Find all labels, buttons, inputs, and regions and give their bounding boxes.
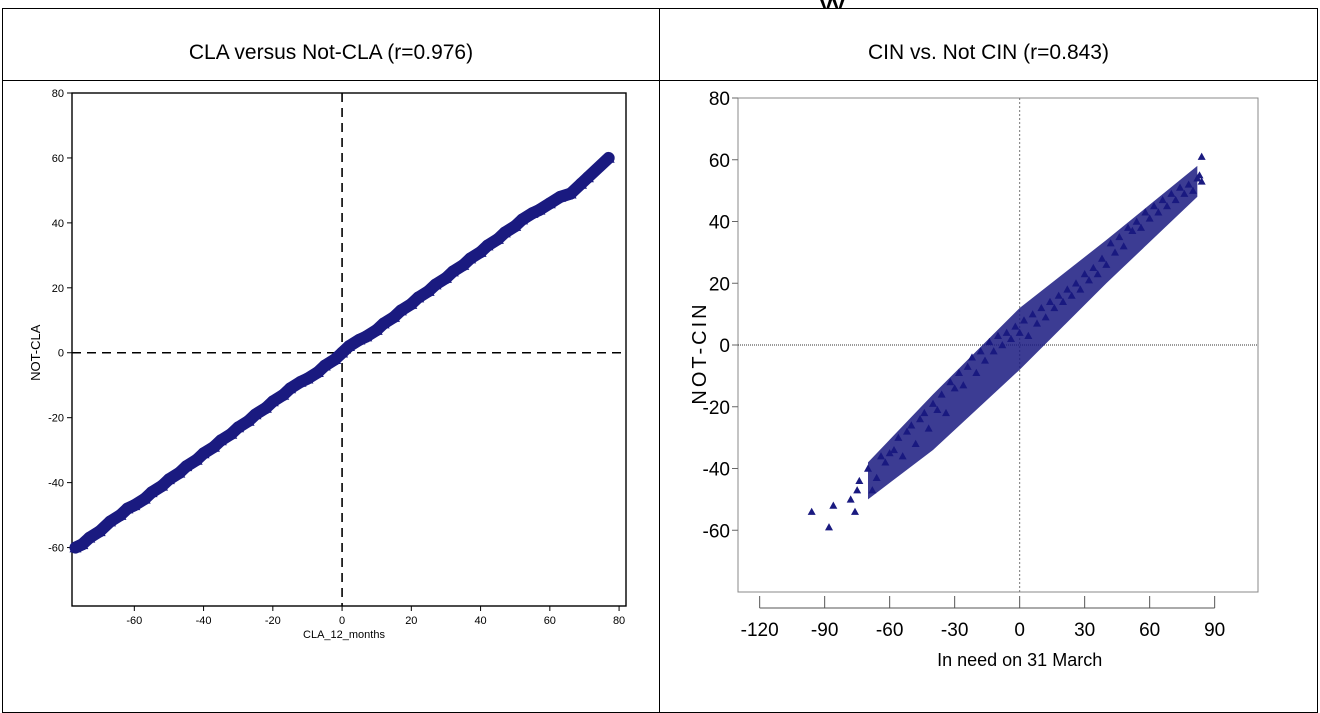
cin-x-axis-label: In need on 31 March	[937, 650, 1102, 670]
cin-x-tick-label: -120	[741, 620, 779, 641]
cla-x-axis-label: CLA_12_months	[303, 629, 385, 641]
cin-x-tick-label: 60	[1139, 620, 1160, 641]
column-divider	[659, 9, 660, 712]
right-column-title: CIN vs. Not CIN (r=0.843)	[868, 41, 1109, 64]
cla-y-tick-label: -20	[48, 413, 64, 425]
cin-x-tick-label: -30	[941, 620, 968, 641]
cin-x-tick-label: 30	[1074, 620, 1095, 641]
cla-x-tick-label: -40	[196, 615, 212, 627]
cin-y-axis-label: NOT-CIN	[689, 301, 711, 404]
cin-y-tick-label: -60	[703, 521, 730, 542]
cla-y-tick-label: -60	[48, 543, 64, 555]
cin-point	[846, 495, 855, 503]
cin-point	[1195, 171, 1204, 179]
cla-plot-frame	[71, 92, 627, 607]
cin-point	[829, 501, 838, 509]
truncated-header-text: yy	[820, 0, 940, 8]
cla-y-tick-label: 0	[58, 348, 64, 360]
cin-x-tick-label: -90	[811, 620, 838, 641]
cin-y-tick-label: 60	[709, 151, 730, 172]
cin-point	[1197, 152, 1206, 160]
cla-x-tick-label: 40	[474, 615, 486, 627]
cin-y-tick-label: 40	[709, 213, 730, 234]
cla-x-tick-label: 60	[544, 615, 556, 627]
cin-point-cloud	[868, 165, 1198, 500]
cla-y-tick-label: -40	[48, 478, 64, 490]
cin-y-tick-label: 0	[719, 336, 730, 357]
cin-x-tick-label: 90	[1204, 620, 1225, 641]
header-row-divider	[3, 80, 1317, 81]
cin-point	[1197, 177, 1206, 185]
cla-x-tick-label: -20	[265, 615, 281, 627]
cin-x-tick-label: -60	[876, 620, 903, 641]
cla-x-tick-label: 80	[613, 615, 625, 627]
cla-x-tick-label: -60	[126, 615, 142, 627]
cin-y-tick-label: 80	[709, 89, 730, 110]
cin-point	[855, 476, 864, 485]
cin-point	[807, 507, 816, 515]
cin-x-tick-label: 0	[1014, 620, 1025, 641]
cin-y-tick-label: 20	[709, 274, 730, 295]
cin-point	[825, 523, 833, 531]
cla-y-tick-label: 20	[52, 283, 64, 295]
cla-x-tick-label: 20	[405, 615, 417, 627]
cla-y-tick-label: 60	[52, 153, 64, 165]
cla-y-tick-label: 40	[52, 218, 64, 230]
cin-y-tick-label: -40	[703, 460, 730, 481]
cin-point	[851, 507, 859, 515]
left-column-title: CLA versus Not-CLA (r=0.976)	[188, 41, 474, 64]
cla-x-tick-label: 0	[339, 615, 345, 627]
cla-y-axis-label: NOT-CLA	[28, 324, 43, 381]
cla-point-band	[581, 151, 615, 184]
cin-y-tick-label: -20	[703, 398, 730, 419]
cin-point	[853, 486, 862, 494]
cla-y-tick-label: 80	[52, 88, 64, 100]
